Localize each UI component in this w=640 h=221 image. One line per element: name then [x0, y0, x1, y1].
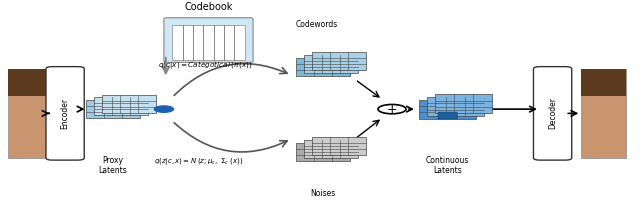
FancyBboxPatch shape: [94, 97, 148, 116]
Text: $q(z|c, x) = N\;(z;\mu_c,\;\Sigma_c\;(x))$: $q(z|c, x) = N\;(z;\mu_c,\;\Sigma_c\;(x)…: [154, 156, 244, 167]
Text: Continuous
Latents: Continuous Latents: [426, 156, 469, 175]
Text: +: +: [387, 103, 397, 116]
Text: Proxy
Latents: Proxy Latents: [99, 156, 127, 175]
FancyBboxPatch shape: [8, 69, 46, 95]
FancyBboxPatch shape: [312, 52, 366, 70]
FancyBboxPatch shape: [304, 140, 358, 158]
Text: Encoder: Encoder: [61, 98, 70, 129]
FancyBboxPatch shape: [304, 55, 358, 73]
FancyBboxPatch shape: [164, 18, 253, 62]
FancyBboxPatch shape: [534, 67, 572, 160]
FancyBboxPatch shape: [86, 100, 140, 118]
FancyBboxPatch shape: [312, 137, 366, 155]
Circle shape: [378, 105, 406, 114]
Text: Decoder: Decoder: [548, 97, 557, 129]
FancyBboxPatch shape: [419, 100, 476, 119]
FancyBboxPatch shape: [8, 69, 46, 158]
FancyBboxPatch shape: [46, 67, 84, 160]
Text: Noises: Noises: [310, 189, 336, 198]
Text: $q(c|x) = Categotical\;(\pi(x))$: $q(c|x) = Categotical\;(\pi(x))$: [158, 59, 252, 71]
FancyBboxPatch shape: [581, 69, 626, 158]
Text: Codebook: Codebook: [184, 2, 233, 12]
Circle shape: [154, 106, 173, 112]
FancyBboxPatch shape: [102, 95, 156, 113]
FancyBboxPatch shape: [172, 25, 245, 60]
FancyBboxPatch shape: [438, 112, 457, 119]
FancyBboxPatch shape: [435, 94, 492, 113]
FancyBboxPatch shape: [581, 69, 626, 95]
FancyBboxPatch shape: [427, 97, 484, 116]
FancyBboxPatch shape: [296, 58, 350, 76]
FancyBboxPatch shape: [296, 143, 350, 161]
Text: Codewords: Codewords: [296, 21, 338, 29]
